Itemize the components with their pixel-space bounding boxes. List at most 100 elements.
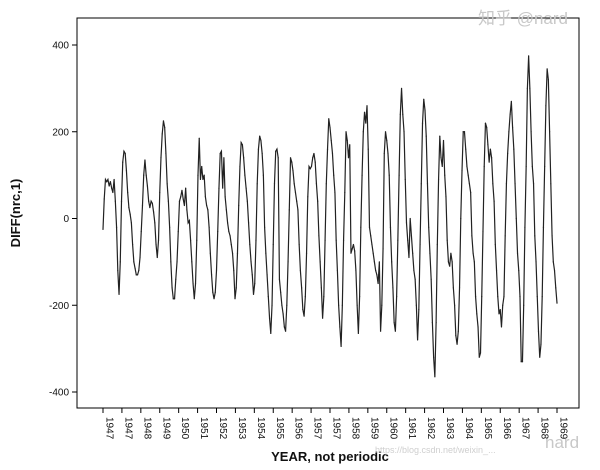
data-point <box>266 274 268 276</box>
data-point <box>462 131 464 133</box>
data-point <box>141 204 144 207</box>
data-point <box>127 191 129 194</box>
data-point <box>231 252 234 254</box>
data-point <box>529 87 531 89</box>
data-point <box>240 141 242 144</box>
data-point <box>178 200 181 202</box>
data-point <box>514 183 516 185</box>
data-point <box>122 161 124 163</box>
data-point <box>135 274 137 276</box>
data-point <box>439 135 441 137</box>
y-tick-label: -200 <box>49 301 69 312</box>
data-point <box>553 269 556 272</box>
data-point <box>507 152 509 155</box>
data-point <box>467 174 469 176</box>
data-point <box>477 326 479 328</box>
data-point <box>247 222 250 224</box>
data-point <box>355 269 357 272</box>
data-point <box>280 291 282 293</box>
x-tick-label: 1953 <box>236 417 247 440</box>
data-point <box>251 274 253 276</box>
data-point <box>541 295 543 298</box>
data-point <box>373 261 376 263</box>
data-point <box>267 295 269 298</box>
data-point <box>182 198 184 200</box>
data-point <box>544 165 546 168</box>
data-point <box>325 183 327 185</box>
data-point <box>224 196 226 198</box>
data-point <box>349 144 351 146</box>
data-point <box>305 252 308 254</box>
data-point <box>136 274 139 276</box>
data-point <box>161 133 163 135</box>
data-point <box>440 157 442 159</box>
data-point <box>491 157 493 159</box>
data-point <box>150 200 152 202</box>
data-point <box>391 261 393 263</box>
data-point <box>172 298 174 300</box>
data-point <box>187 222 189 224</box>
data-point <box>283 326 285 328</box>
data-point <box>363 111 366 113</box>
data-point <box>206 204 208 207</box>
data-point <box>471 235 473 237</box>
data-point <box>309 168 311 170</box>
data-point <box>392 287 394 289</box>
data-point <box>133 261 135 263</box>
data-point <box>128 207 130 209</box>
x-tick-label: 1965 <box>482 417 493 440</box>
data-point <box>301 287 303 289</box>
data-point <box>526 87 528 89</box>
data-point <box>356 304 358 306</box>
data-point <box>519 295 521 298</box>
data-point <box>413 269 415 272</box>
data-point <box>552 261 554 263</box>
data-point <box>470 191 472 194</box>
data-point <box>219 152 221 155</box>
data-point <box>334 191 336 194</box>
data-point <box>220 150 223 152</box>
data-point <box>268 317 271 319</box>
data-point <box>446 239 448 241</box>
data-point <box>423 98 425 100</box>
data-point <box>468 183 471 185</box>
x-tick-label: 1960 <box>387 417 398 440</box>
data-point <box>377 282 379 285</box>
data-point <box>236 252 239 254</box>
data-point <box>350 252 352 254</box>
data-point <box>245 187 247 189</box>
x-tick-label: 1967 <box>520 417 531 440</box>
data-point <box>250 261 252 263</box>
data-point <box>412 252 414 254</box>
watermark-brand: 知乎 @nard <box>478 9 569 28</box>
data-point <box>177 230 179 233</box>
data-point <box>362 131 364 133</box>
data-point <box>156 256 158 259</box>
data-point <box>515 217 517 220</box>
data-point <box>504 235 506 237</box>
data-point <box>407 239 409 241</box>
data-point <box>405 222 408 224</box>
data-point <box>338 304 340 306</box>
x-tick-label: 1949 <box>160 417 171 440</box>
data-point <box>521 361 524 363</box>
data-point <box>109 181 111 183</box>
x-tick-label: 1956 <box>293 417 304 440</box>
y-tick-label: 400 <box>52 41 69 52</box>
data-point <box>500 326 503 328</box>
data-point <box>307 196 309 198</box>
data-point <box>241 144 244 146</box>
series-line <box>102 55 558 377</box>
data-point <box>331 152 334 155</box>
data-point <box>520 361 522 363</box>
data-point <box>138 269 140 272</box>
data-point <box>298 243 300 246</box>
data-point <box>447 261 450 263</box>
y-axis: 400 200 0 -200 -400 <box>49 41 77 399</box>
data-point <box>404 178 406 181</box>
data-point <box>262 174 264 176</box>
data-point <box>542 226 545 228</box>
watermark-url: https://blog.csdn.net/weixin_... <box>375 445 496 455</box>
data-point <box>414 278 416 280</box>
